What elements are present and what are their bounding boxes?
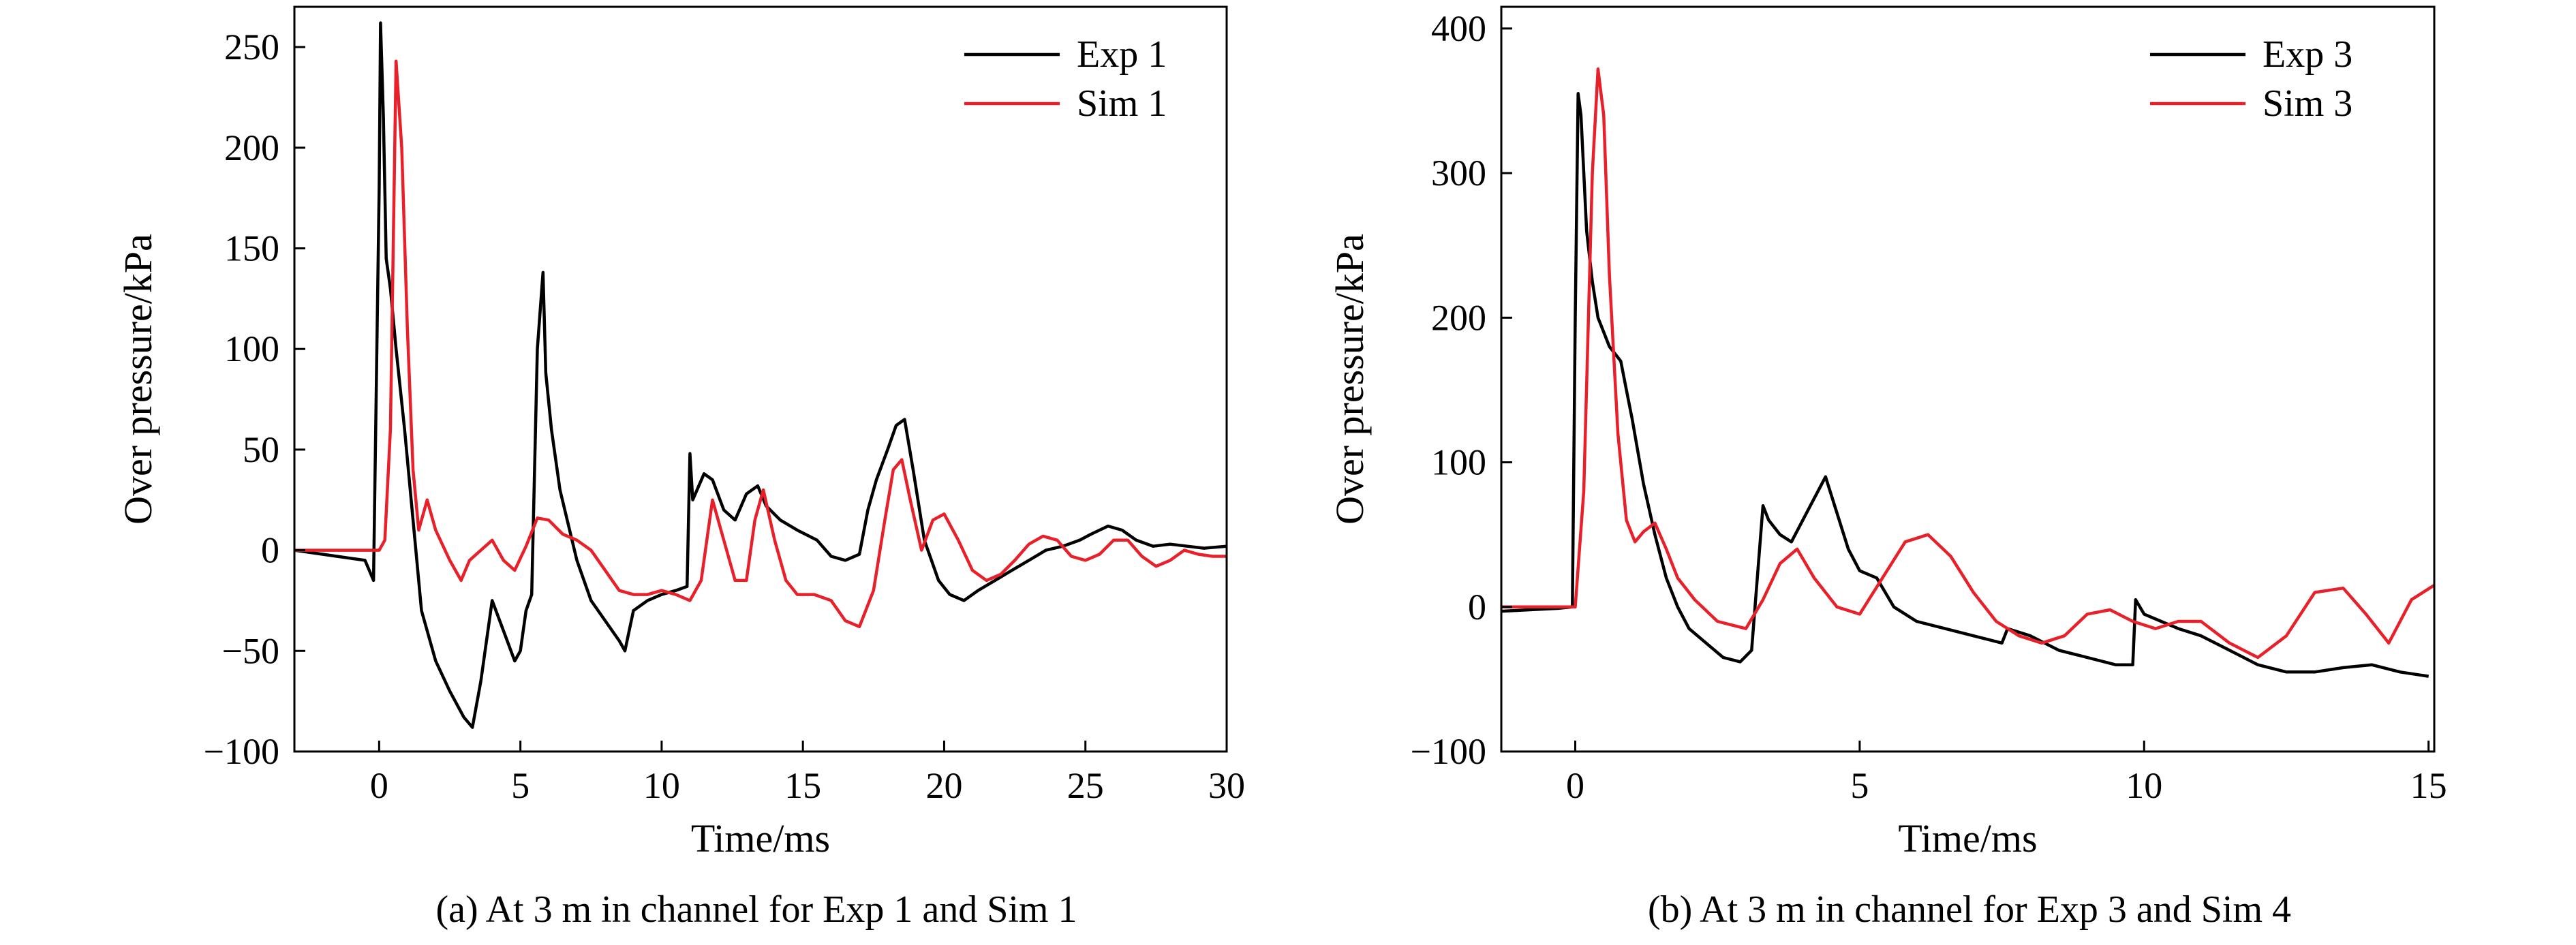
x-tick-label: 0 bbox=[1566, 765, 1584, 806]
chart-panel-1: 0 5 10 15 −100 0 100 200 300 400 Time/ms Over press… bbox=[1328, 5, 2447, 861]
chart-panel-0: 0 5 10 15 20 25 30 −100 −50 0 50 100 150 200 250 Time/m… bbox=[116, 5, 1245, 861]
y-tick-label: 200 bbox=[224, 127, 279, 168]
legend: Exp 3 Sim 3 bbox=[2150, 33, 2352, 125]
x-tick-label: 5 bbox=[511, 765, 530, 806]
x-tick-label: 10 bbox=[2126, 765, 2162, 806]
caption-b: (b) At 3 m in channel for Exp 3 and Sim … bbox=[1648, 888, 2291, 931]
plot-frame bbox=[1500, 5, 2436, 753]
x-tick-label: 15 bbox=[784, 765, 821, 806]
legend-label: Sim 3 bbox=[2263, 82, 2352, 125]
y-tick-label: 150 bbox=[224, 228, 279, 268]
x-tick-label: 30 bbox=[1208, 765, 1245, 806]
x-tick-label: 0 bbox=[370, 765, 388, 806]
y-tick-label: −100 bbox=[204, 731, 279, 772]
y-axis-label: Over pressure/kPa bbox=[1328, 234, 1372, 525]
plot-frame bbox=[293, 5, 1228, 753]
y-tick-label: −50 bbox=[222, 630, 279, 671]
y-axis-label: Over pressure/kPa bbox=[116, 234, 160, 525]
y-tick-label: 0 bbox=[1468, 587, 1486, 628]
legend-label: Exp 3 bbox=[2263, 33, 2352, 76]
y-tick-label: 300 bbox=[1431, 153, 1486, 193]
x-tick-label: 15 bbox=[2410, 765, 2447, 806]
series-line-exp-1 bbox=[294, 21, 1227, 729]
x-tick-label: 20 bbox=[925, 765, 962, 806]
x-axis-label: Time/ms bbox=[691, 816, 830, 861]
y-tick-label: 250 bbox=[224, 27, 279, 67]
y-tick-label: 200 bbox=[1431, 297, 1486, 338]
x-axis-label: Time/ms bbox=[1898, 816, 2037, 861]
legend: Exp 1 Sim 1 bbox=[964, 33, 1167, 125]
x-tick-label: 10 bbox=[643, 765, 680, 806]
y-tick-label: 0 bbox=[261, 530, 279, 571]
y-tick-label: 100 bbox=[224, 328, 279, 369]
x-tick-label: 5 bbox=[1850, 765, 1869, 806]
series-line-exp-3 bbox=[1501, 92, 2429, 678]
caption-a: (a) At 3 m in channel for Exp 1 and Sim … bbox=[436, 888, 1077, 931]
x-tick-label: 25 bbox=[1067, 765, 1104, 806]
legend-label: Exp 1 bbox=[1077, 33, 1167, 76]
y-tick-label: 100 bbox=[1431, 442, 1486, 483]
y-tick-label: 400 bbox=[1431, 8, 1486, 49]
y-tick-label: −100 bbox=[1411, 731, 1486, 772]
series-line-sim-1 bbox=[294, 59, 1227, 629]
y-tick-label: 50 bbox=[243, 429, 279, 470]
legend-label: Sim 1 bbox=[1077, 82, 1167, 125]
series-line-sim-3 bbox=[1501, 67, 2434, 660]
